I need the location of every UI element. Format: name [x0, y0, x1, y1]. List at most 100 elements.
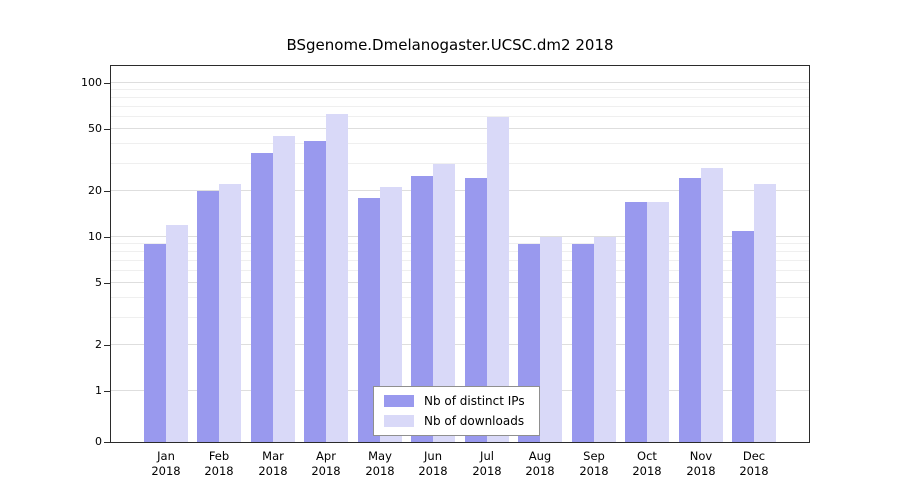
bar-downloads — [166, 225, 188, 442]
gridline — [111, 297, 809, 298]
x-tick-label: Aug 2018 — [510, 449, 570, 479]
x-tick-label-line: Mar — [262, 449, 284, 463]
x-tick-label: Jan 2018 — [136, 449, 196, 479]
x-tick-label-line: 2018 — [311, 464, 341, 478]
x-tick-label-line: Feb — [208, 449, 230, 463]
gridline — [111, 190, 809, 191]
gridline — [111, 282, 809, 283]
x-tick-label-line: 2018 — [632, 464, 662, 478]
bar-downloads — [487, 117, 509, 442]
gridline — [111, 128, 809, 129]
x-tick-label-line: 2018 — [472, 464, 502, 478]
legend-label-distinct-ips: Nb of distinct IPs — [424, 394, 525, 408]
x-tick-label: Nov 2018 — [671, 449, 731, 479]
gridline — [111, 251, 809, 252]
y-tick-mark — [104, 191, 110, 192]
bar-downloads — [754, 184, 776, 442]
bar-distinct-ips — [197, 191, 219, 442]
y-tick-label: 100 — [81, 76, 102, 89]
y-tick-mark — [104, 345, 110, 346]
y-tick-mark — [104, 442, 110, 443]
y-tick-label: 5 — [95, 276, 102, 289]
gridline — [111, 163, 809, 164]
bar-distinct-ips — [304, 141, 326, 442]
y-tick-label: 2 — [95, 338, 102, 351]
x-tick-label: Dec 2018 — [724, 449, 784, 479]
x-tick-label-line: 2018 — [258, 464, 288, 478]
x-tick-label: Mar 2018 — [243, 449, 303, 479]
bar-downloads — [701, 168, 723, 442]
bar-distinct-ips — [465, 178, 487, 442]
x-tick-label: Feb 2018 — [189, 449, 249, 479]
bar-distinct-ips — [411, 176, 433, 442]
x-tick-label: Jul 2018 — [457, 449, 517, 479]
y-tick-mark — [104, 83, 110, 84]
gridline — [111, 82, 809, 83]
bar-downloads — [380, 187, 402, 442]
y-tick-label: 20 — [88, 184, 102, 197]
x-tick-label-line: Oct — [637, 449, 657, 463]
bar-downloads — [219, 184, 241, 442]
gridline — [111, 116, 809, 117]
legend-swatch-distinct-ips — [384, 395, 414, 407]
x-tick-label-line: Sep — [583, 449, 605, 463]
y-tick-mark — [104, 391, 110, 392]
gridline — [111, 236, 809, 237]
x-tick-label-line: Dec — [742, 449, 766, 463]
gridline — [111, 97, 809, 98]
gridline — [111, 270, 809, 271]
x-tick-label-line: 2018 — [525, 464, 555, 478]
y-tick-mark — [104, 129, 110, 130]
x-tick-label: Sep 2018 — [564, 449, 624, 479]
bar-distinct-ips — [572, 244, 594, 442]
legend-item-distinct-ips: Nb of distinct IPs — [384, 394, 525, 408]
x-tick-label-line: 2018 — [204, 464, 234, 478]
legend-label-downloads: Nb of downloads — [424, 414, 525, 428]
x-tick-label-line: Aug — [528, 449, 552, 463]
y-tick-mark — [104, 283, 110, 284]
y-tick-label: 0 — [95, 435, 102, 448]
bar-distinct-ips — [358, 198, 380, 442]
x-tick-label-line: 2018 — [151, 464, 181, 478]
bar-downloads — [326, 114, 348, 442]
x-tick-label-line: Jan — [157, 449, 175, 463]
legend-swatch-downloads — [384, 415, 414, 427]
legend-item-downloads: Nb of downloads — [384, 414, 525, 428]
bar-downloads — [647, 202, 669, 442]
x-tick-label-line: 2018 — [365, 464, 395, 478]
bar-distinct-ips — [251, 153, 273, 442]
x-tick-label-line: Jul — [480, 449, 494, 463]
legend: Nb of distinct IPs Nb of downloads — [373, 386, 540, 436]
x-tick-label: Oct 2018 — [617, 449, 677, 479]
y-tick-label: 1 — [95, 384, 102, 397]
gridline — [111, 243, 809, 244]
gridline — [111, 106, 809, 107]
bar-downloads — [540, 237, 562, 442]
x-tick-label-line: Nov — [689, 449, 713, 463]
bar-distinct-ips — [625, 202, 647, 442]
x-tick-label: Jun 2018 — [403, 449, 463, 479]
x-tick-label-line: 2018 — [686, 464, 716, 478]
gridline — [111, 344, 809, 345]
bar-distinct-ips — [732, 231, 754, 442]
y-tick-label: 10 — [88, 230, 102, 243]
chart-title: BSgenome.Dmelanogaster.UCSC.dm2 2018 — [286, 36, 614, 54]
bar-downloads — [273, 136, 295, 442]
x-tick-label-line: 2018 — [579, 464, 609, 478]
x-tick-label: Apr 2018 — [296, 449, 356, 479]
x-tick-label-line: 2018 — [418, 464, 448, 478]
gridline — [111, 143, 809, 144]
plot-area: Nb of distinct IPs Nb of downloads — [110, 65, 810, 443]
x-tick-label: May 2018 — [350, 449, 410, 479]
y-tick-mark — [104, 237, 110, 238]
x-tick-label-line: 2018 — [739, 464, 769, 478]
bar-downloads — [594, 237, 616, 442]
y-tick-label: 50 — [88, 122, 102, 135]
x-tick-label-line: Apr — [316, 449, 336, 463]
gridline — [111, 260, 809, 261]
x-tick-label-line: May — [368, 449, 392, 463]
gridline — [111, 317, 809, 318]
bar-downloads — [433, 164, 455, 442]
bar-distinct-ips — [679, 178, 701, 442]
